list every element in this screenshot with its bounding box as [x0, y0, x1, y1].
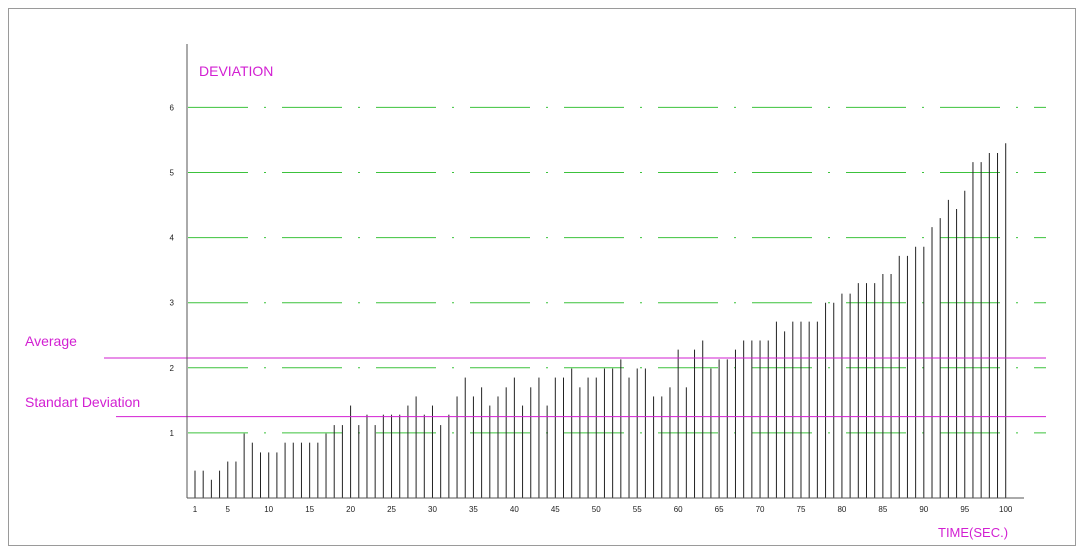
x-tick-75: 75 — [797, 505, 806, 514]
y-tick-5: 5 — [170, 169, 175, 178]
y-tick-3: 3 — [170, 299, 175, 308]
average-label: Average — [25, 333, 77, 349]
y-tick-2: 2 — [170, 364, 175, 373]
axes — [186, 44, 1024, 499]
x-tick-95: 95 — [960, 505, 969, 514]
x-tick-55: 55 — [633, 505, 642, 514]
x-tick-65: 65 — [715, 505, 724, 514]
std-deviation-label: Standart Deviation — [25, 394, 140, 410]
bars — [194, 143, 1007, 498]
x-tick-80: 80 — [837, 505, 846, 514]
x-tick-50: 50 — [592, 505, 601, 514]
x-tick-1: 1 — [193, 505, 198, 514]
x-tick-15: 15 — [305, 505, 314, 514]
tick-labels: 1 5 10 15 20 25 30 35 40 45 50 55 60 65 70 75 80 85 90 95 10… — [170, 103, 1013, 514]
y-tick-6: 6 — [170, 103, 175, 112]
x-tick-85: 85 — [878, 505, 887, 514]
x-axis-label: TIME(SEC.) — [938, 525, 1008, 540]
x-tick-70: 70 — [756, 505, 765, 514]
x-tick-100: 100 — [999, 505, 1013, 514]
x-tick-60: 60 — [674, 505, 683, 514]
y-axis-label: DEVIATION — [199, 63, 273, 79]
y-tick-1: 1 — [170, 429, 175, 438]
x-tick-25: 25 — [387, 505, 396, 514]
x-tick-30: 30 — [428, 505, 437, 514]
x-tick-5: 5 — [226, 505, 231, 514]
x-tick-20: 20 — [346, 505, 355, 514]
reference-lines — [104, 357, 1046, 418]
x-tick-35: 35 — [469, 505, 478, 514]
x-tick-45: 45 — [551, 505, 560, 514]
x-tick-40: 40 — [510, 505, 519, 514]
y-tick-4: 4 — [170, 234, 175, 243]
gridlines — [188, 106, 1046, 434]
x-tick-90: 90 — [919, 505, 928, 514]
x-tick-10: 10 — [264, 505, 273, 514]
chart-frame — [8, 8, 1076, 546]
